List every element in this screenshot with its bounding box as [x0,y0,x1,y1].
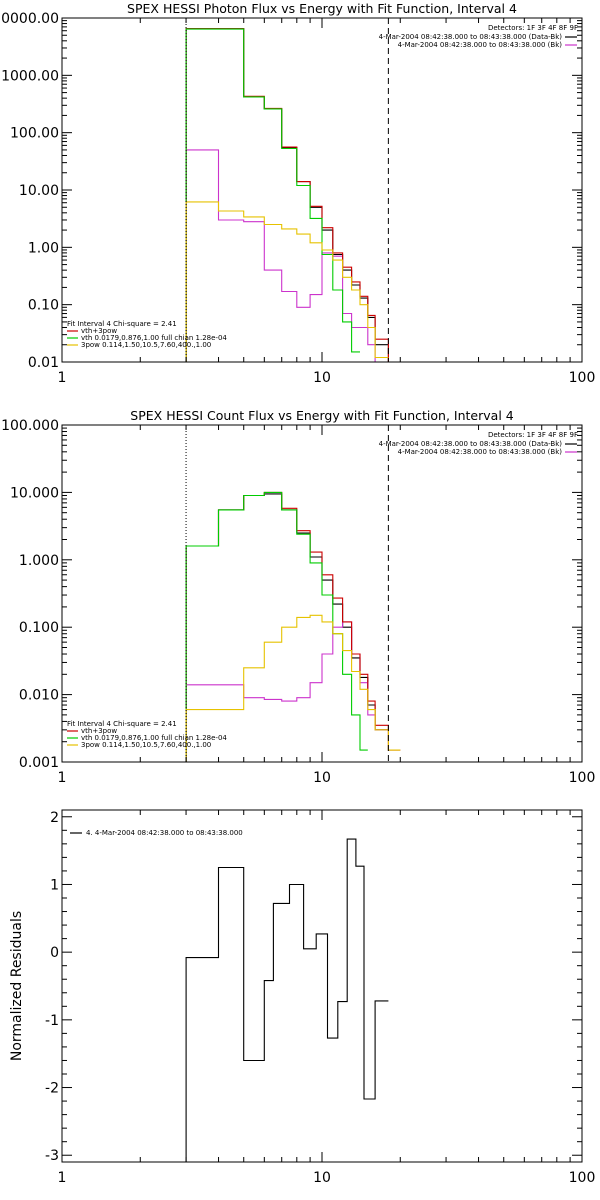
legend-entry-label: vth 0.0179,0.876,1.00 full chian 1.28e-0… [81,734,227,742]
series-line-vth [185,28,360,362]
plot-area [185,491,401,762]
legend-entry-label: vth+3pow [81,727,117,735]
x-tick-label: 100 [569,770,596,786]
y-tick-label: 1.00 [28,240,59,256]
legend-entry-label: 4-Mar-2004 08:42:38.000 to 08:43:38.000 … [398,41,563,49]
x-tick-label: 10 [313,770,331,786]
y-tick-label: 0.100 [19,620,59,636]
x-tick-label: 100 [569,370,596,386]
y-axis-label: Normalized Residuals [9,911,25,1061]
legend-header: Detectors: 1F 3F 4F 8F 9F [488,431,578,439]
y-tick-label: 1.000 [19,553,59,569]
x-tick-label: 100 [569,1170,596,1186]
legend-entry-label: 4-Mar-2004 08:42:38.000 to 08:43:38.000 … [379,33,563,41]
legend-left: 4. 4-Mar-2004 08:42:38.000 to 08:43:38.0… [70,829,243,837]
legend-left: Fit Interval 4 Chi-square = 2.41vth+3pow… [67,720,227,749]
y-tick-label: 0.10 [28,298,59,314]
legend-entry-label: 4-Mar-2004 08:42:38.000 to 08:43:38.000 … [398,448,563,456]
legend-entry-label: vth 0.0179,0.876,1.00 full chian 1.28e-0… [81,334,227,342]
series-line-bk [185,149,389,362]
x-tick-label: 10 [313,370,331,386]
legend-entry-label: 4. 4-Mar-2004 08:42:38.000 to 08:43:38.0… [86,829,243,837]
series-line-3pow [185,201,389,362]
chart-title: SPEX HESSI Photon Flux vs Energy with Fi… [127,1,517,16]
y-tick-label: 1 [50,877,59,893]
y-tick-label: 10.00 [19,183,59,199]
legend-header: Fit Interval 4 Chi-square = 2.41 [67,320,177,328]
photon-flux-chart: SPEX HESSI Photon Flux vs Energy with Fi… [0,1,595,386]
y-tick-label: 100.00 [10,126,59,142]
count-flux-chart: SPEX HESSI Count Flux vs Energy with Fit… [1,408,595,786]
y-tick-label: 100.000 [1,418,59,434]
plot-area [185,28,401,362]
y-tick-label: 1000.00 [1,68,59,84]
legend-right: Detectors: 1F 3F 4F 8F 9F4-Mar-2004 08:4… [379,24,578,49]
y-tick-label: -2 [45,1081,59,1097]
legend-entry-label: vth+3pow [81,327,117,335]
legend-entry-label: 3pow 0.114,1.50,10.5,7.60,400.,1.00 [81,341,211,349]
y-tick-label: -3 [45,1148,59,1164]
x-tick-label: 10 [313,1170,331,1186]
legend-header: Detectors: 1F 3F 4F 8F 9F [488,24,578,32]
y-tick-label: 0 [50,945,59,961]
y-tick-label: 10000.00 [0,11,59,27]
series-line-bk [185,621,389,762]
y-tick-label: -1 [45,1013,59,1029]
x-tick-label: 1 [58,1170,67,1186]
chart-title: SPEX HESSI Count Flux vs Energy with Fit… [130,408,513,423]
legend-entry-label: 3pow 0.114,1.50,10.5,7.60,400.,1.00 [81,741,211,749]
series-line-4-4-mar-2004-08-42-38-000-to-08-43-38-000 [185,838,389,1162]
y-tick-label: 2 [50,810,59,826]
legend-left: Fit Interval 4 Chi-square = 2.41vth+3pow… [67,320,227,349]
x-tick-label: 1 [58,370,67,386]
series-line-3pow [185,614,401,762]
legend-right: Detectors: 1F 3F 4F 8F 9F4-Mar-2004 08:4… [379,431,578,456]
y-tick-label: 0.010 [19,688,59,704]
legend-header: Fit Interval 4 Chi-square = 2.41 [67,720,177,728]
series-line-vth [185,491,368,762]
y-tick-label: 10.000 [10,485,59,501]
series-line-vth-3pow [185,28,401,362]
plot-area [185,838,389,1162]
y-tick-label: 0.01 [28,355,59,371]
residuals-chart: 1 10 100 -3 -2 -1 0 1 2 Normalized Residuals 4. 4-… [9,809,596,1186]
x-tick-label: 1 [58,770,67,786]
y-tick-label: 0.001 [19,755,59,771]
legend-entry-label: 4-Mar-2004 08:42:38.000 to 08:43:38.000 … [379,440,563,448]
